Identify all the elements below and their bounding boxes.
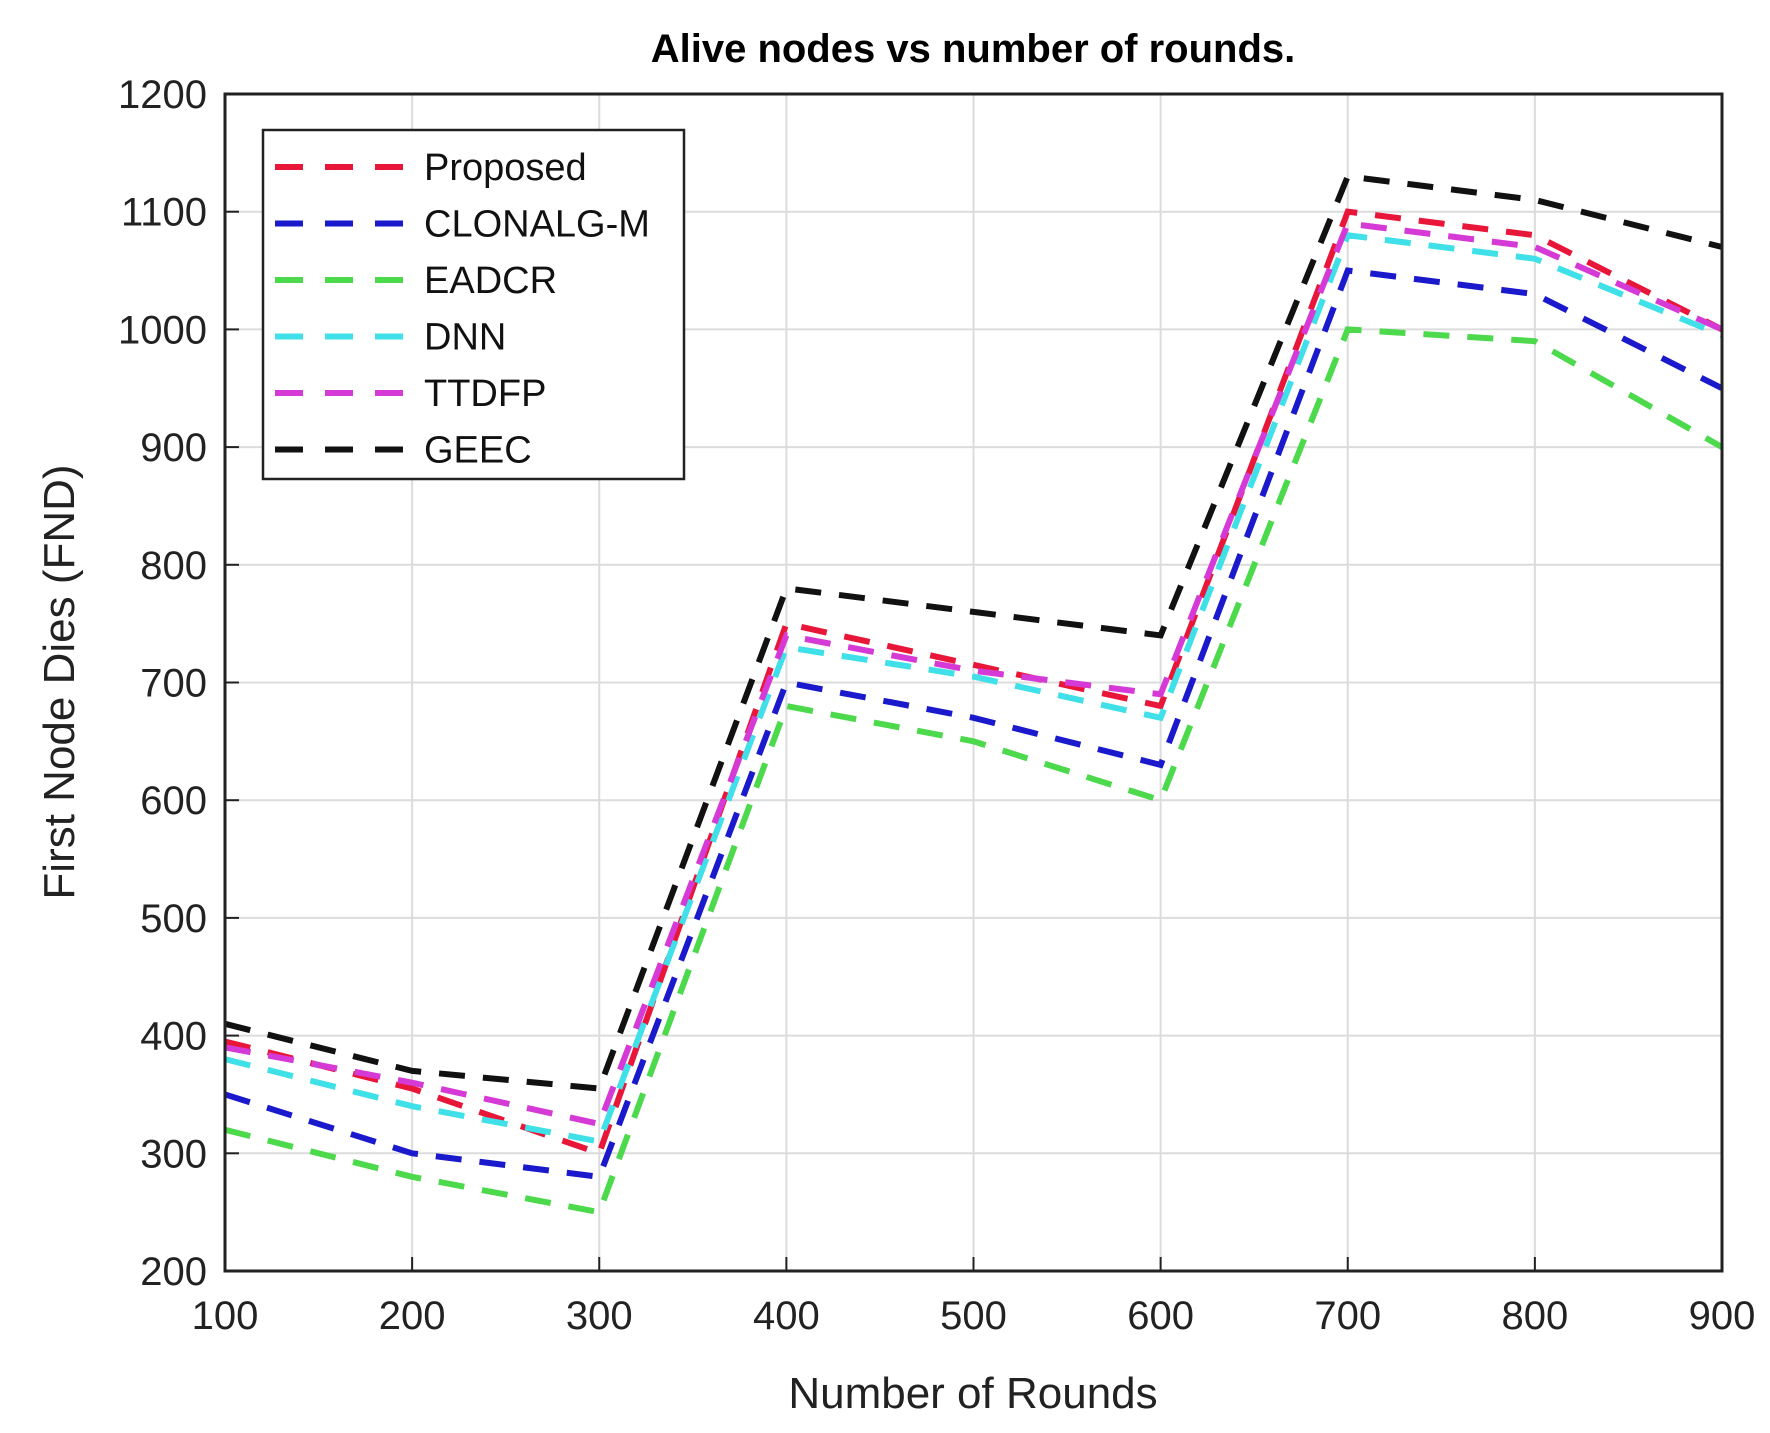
x-tick-label: 900 — [1689, 1294, 1756, 1338]
y-axis-label: First Node Dies (FND) — [35, 464, 84, 899]
y-tick-labels: 200 300 400 500 600 700 800 900 1000 1100 1200 — [118, 73, 207, 1294]
y-tick-label: 700 — [140, 662, 207, 706]
y-tick-label: 200 — [140, 1250, 207, 1294]
y-tick-label: 1200 — [118, 73, 207, 117]
y-tick-label: 300 — [140, 1132, 207, 1176]
legend-box — [261, 128, 686, 481]
chart-title: Alive nodes vs number of rounds. — [651, 27, 1296, 71]
series-lines — [224, 173, 1724, 1216]
x-tick-labels: 100 200 300 400 500 600 700 800 900 — [192, 1294, 1756, 1338]
legend-label: CLONALG-M — [424, 204, 650, 246]
legend-label: DNN — [424, 317, 506, 359]
y-tick-label: 800 — [140, 544, 207, 588]
legend-label: Proposed — [424, 147, 587, 189]
x-tick-label: 200 — [379, 1294, 446, 1338]
legend-label: EADCR — [424, 260, 557, 302]
legend-label: GEEC — [424, 430, 532, 472]
series-line-ttdfp — [224, 220, 1724, 1128]
x-tick-label: 700 — [1314, 1294, 1381, 1338]
x-tick-label: 300 — [566, 1294, 633, 1338]
legend-label: TTDFP — [424, 373, 546, 415]
y-tick-label: 600 — [140, 779, 207, 823]
legend: Proposed CLONALG-M EADCR DNN TTDFP GEEC — [261, 128, 686, 481]
y-tick-label: 1000 — [118, 308, 207, 352]
x-tick-label: 500 — [940, 1294, 1007, 1338]
x-tick-label: 600 — [1127, 1294, 1194, 1338]
y-tick-label: 400 — [140, 1015, 207, 1059]
y-tick-label: 1100 — [121, 191, 207, 235]
plot-frame — [223, 92, 1724, 1273]
x-tick-label: 100 — [192, 1294, 259, 1338]
x-tick-label: 400 — [753, 1294, 820, 1338]
x-tick-label: 800 — [1502, 1294, 1569, 1338]
x-axis-label: Number of Rounds — [788, 1369, 1157, 1418]
y-tick-label: 900 — [140, 426, 207, 470]
y-tick-label: 500 — [140, 897, 207, 941]
